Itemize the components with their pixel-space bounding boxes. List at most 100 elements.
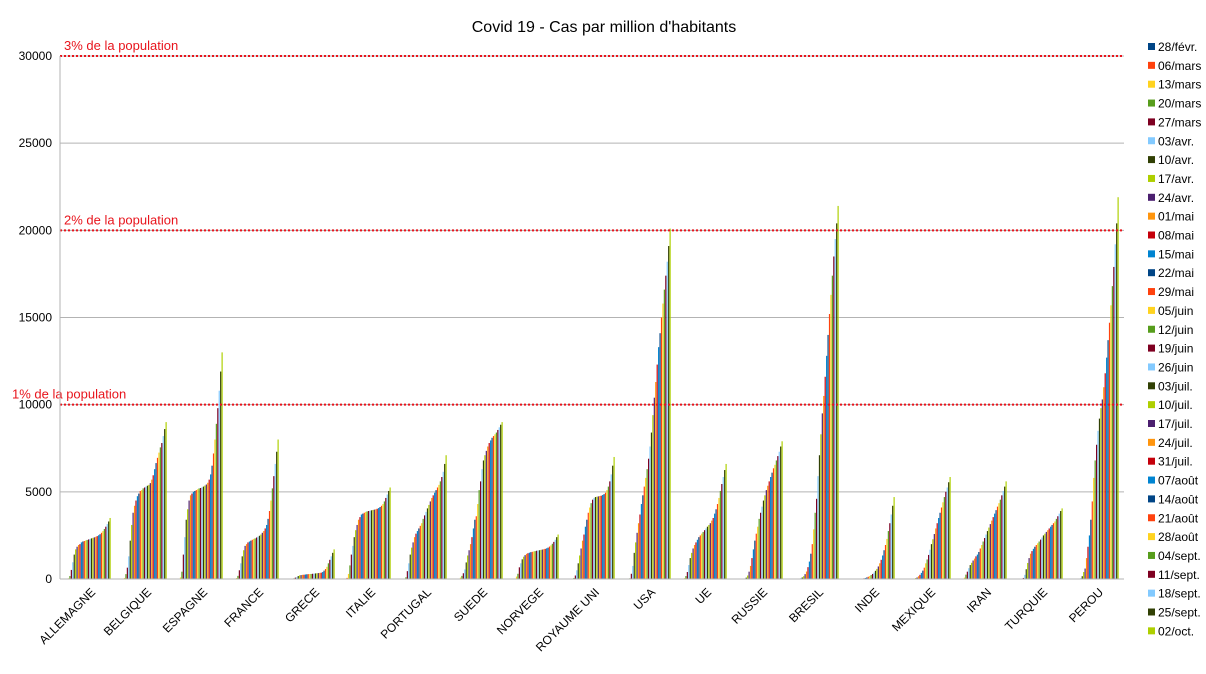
- bar: [329, 560, 330, 579]
- bar: [1062, 508, 1063, 579]
- bar: [209, 480, 210, 579]
- bar: [278, 440, 279, 579]
- bar: [1046, 532, 1047, 579]
- bar: [647, 469, 648, 579]
- bar: [599, 496, 600, 579]
- legend-label: 31/juil.: [1158, 455, 1193, 469]
- legend-swatch: [1148, 571, 1155, 578]
- bar: [158, 453, 159, 579]
- bar: [705, 528, 706, 579]
- bar: [377, 509, 378, 579]
- bar: [658, 347, 659, 579]
- bar: [934, 534, 935, 579]
- bar: [693, 548, 694, 579]
- legend-swatch: [1148, 401, 1155, 408]
- legend-label: 14/août: [1158, 492, 1199, 506]
- legend-swatch: [1148, 232, 1155, 239]
- bar: [871, 575, 872, 579]
- bar: [885, 545, 886, 579]
- bar: [751, 558, 752, 579]
- bar: [446, 455, 447, 579]
- bar: [187, 509, 188, 579]
- y-tick-label: 15000: [19, 311, 53, 325]
- bar: [971, 563, 972, 579]
- legend-swatch: [1148, 590, 1155, 597]
- bar: [301, 575, 302, 579]
- legend-label: 13/mars: [1158, 78, 1201, 92]
- bar: [155, 463, 156, 579]
- bar: [661, 318, 662, 580]
- bar: [437, 487, 438, 579]
- bar: [302, 575, 303, 579]
- bar: [1103, 387, 1104, 579]
- bar: [517, 574, 518, 579]
- legend-swatch: [1148, 345, 1155, 352]
- bar: [981, 545, 982, 579]
- bar: [267, 519, 268, 579]
- bar: [1087, 547, 1088, 579]
- bar: [1040, 540, 1041, 579]
- bar: [98, 535, 99, 579]
- bar: [312, 574, 313, 579]
- bar: [87, 540, 88, 579]
- bar: [349, 565, 350, 579]
- bar: [1095, 460, 1096, 579]
- bar: [496, 433, 497, 579]
- legend-swatch: [1148, 609, 1155, 616]
- bar: [942, 502, 943, 579]
- bar: [878, 566, 879, 579]
- bar: [1116, 223, 1117, 579]
- bar: [364, 513, 365, 579]
- bar: [181, 572, 182, 579]
- bar: [815, 513, 816, 579]
- bar: [184, 537, 185, 579]
- bar: [1050, 527, 1051, 579]
- legend-label: 10/avr.: [1158, 153, 1194, 167]
- bar: [1049, 528, 1050, 579]
- bar: [222, 352, 223, 579]
- bar: [265, 528, 266, 579]
- bar: [220, 372, 221, 579]
- bar: [101, 533, 102, 579]
- bar: [710, 523, 711, 579]
- bar: [75, 549, 76, 579]
- bar: [413, 542, 414, 579]
- bar: [873, 573, 874, 579]
- legend-swatch: [1148, 250, 1155, 257]
- bar: [219, 391, 220, 579]
- bar: [240, 563, 241, 579]
- bar: [266, 525, 267, 579]
- bar: [556, 537, 557, 579]
- bar: [431, 498, 432, 579]
- bar: [1097, 431, 1098, 579]
- bar: [924, 568, 925, 579]
- bar: [715, 509, 716, 579]
- bar: [813, 529, 814, 579]
- legend-label: 25/sept.: [1158, 606, 1201, 620]
- bar: [411, 548, 412, 579]
- bar: [316, 573, 317, 579]
- bar: [526, 554, 527, 579]
- bar: [978, 552, 979, 579]
- bar: [833, 256, 834, 579]
- bar: [944, 497, 945, 579]
- bar: [491, 438, 492, 579]
- bar: [542, 550, 543, 579]
- bar: [809, 562, 810, 579]
- bar: [925, 563, 926, 579]
- bar: [586, 520, 587, 579]
- bar: [308, 574, 309, 579]
- legend-swatch: [1148, 533, 1155, 540]
- bar: [325, 569, 326, 579]
- legend-label: 17/juil.: [1158, 417, 1193, 431]
- bar: [183, 555, 184, 579]
- bar: [275, 464, 276, 579]
- bar: [379, 507, 380, 579]
- bar: [985, 535, 986, 579]
- bar: [362, 514, 363, 579]
- legend-swatch: [1148, 118, 1155, 125]
- bar: [421, 523, 422, 579]
- bar: [390, 487, 391, 579]
- bar: [84, 541, 85, 579]
